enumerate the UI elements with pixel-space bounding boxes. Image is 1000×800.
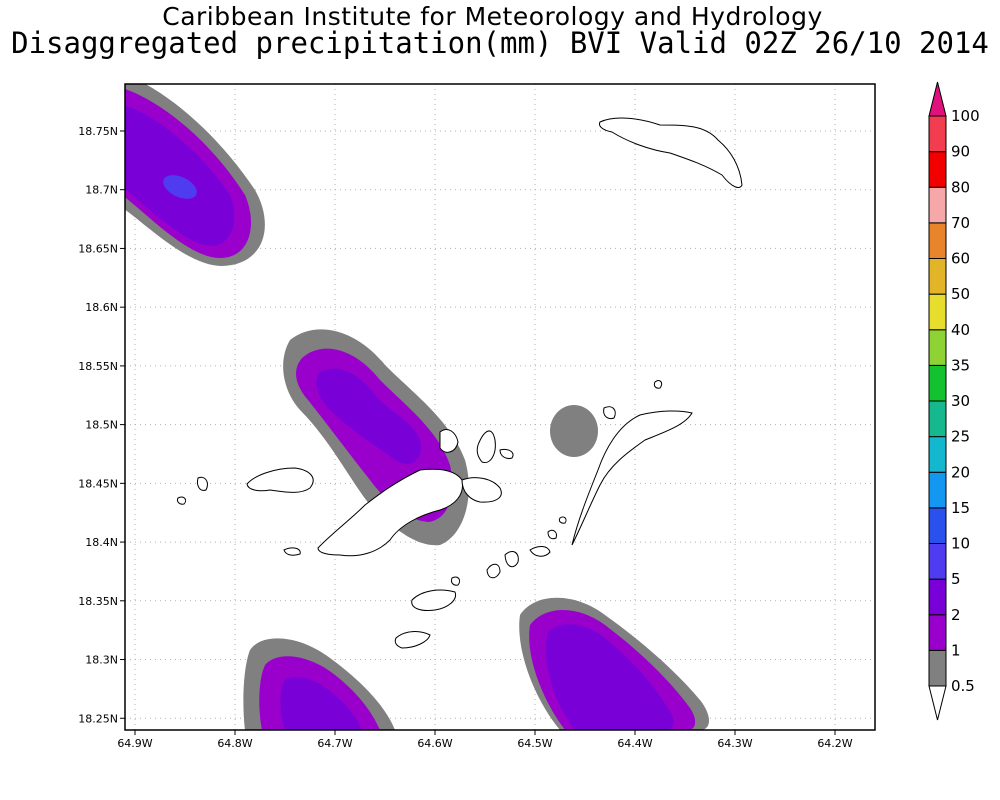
- x-tick-label: 64.4W: [617, 737, 652, 750]
- x-axis-ticks: 64.9W 64.8W 64.7W 64.6W 64.5W 64.4W 64.3W 64.2W: [117, 730, 853, 750]
- colorbar-level-label: 40: [951, 321, 970, 339]
- map-product-title: Disaggregated precipitation(mm) BVI Vali…: [11, 26, 989, 60]
- map-grid: [125, 84, 875, 730]
- colorbar-segment: [928, 329, 947, 366]
- map-frame: [124, 83, 876, 731]
- colorbar-segment: [928, 364, 947, 402]
- map-institution-title: Caribbean Institute for Meteorology and …: [162, 2, 823, 31]
- y-tick-label: 18.55N: [78, 360, 118, 373]
- y-tick-label: 18.25N: [78, 712, 118, 725]
- colorbar-high-triangle: [928, 81, 947, 117]
- colorbar-level-label: 1: [951, 641, 961, 659]
- colorbar-level-label: 0.5: [951, 677, 975, 695]
- y-axis-ticks: 18.75N 18.7N 18.65N 18.6N 18.55N 18.5N 18.45N 1…: [78, 125, 125, 725]
- peter-island: [411, 589, 457, 611]
- colorbar-segment: [928, 151, 947, 188]
- colorbar-level-label: 5: [951, 570, 961, 588]
- dead-chest-island: [451, 576, 461, 586]
- colorbar-level-label: 30: [951, 392, 970, 410]
- colorbar-segment: [928, 400, 947, 438]
- y-tick-label: 18.3N: [85, 654, 118, 667]
- jost-van-dyke-island: [246, 467, 314, 493]
- x-tick-label: 64.8W: [217, 737, 252, 750]
- rain-area-sw-moderate: [280, 676, 362, 730]
- tortola-island: [317, 468, 464, 557]
- y-tick-label: 18.4N: [85, 536, 118, 549]
- rain-area-central-moderate: [316, 368, 421, 464]
- colorbar-segment: [928, 186, 947, 224]
- salt-island: [504, 551, 519, 568]
- colorbar-level-label: 20: [951, 463, 970, 481]
- little-jost-van-dyke-island: [197, 476, 208, 491]
- cooper-island: [486, 563, 501, 579]
- colorbar-level-label: 10: [951, 535, 970, 553]
- colorbar-level-label: 15: [951, 499, 970, 517]
- rain-area-se-moderate: [545, 624, 674, 730]
- colorbar-segment: [928, 258, 947, 295]
- beef-island: [461, 477, 502, 503]
- colorbar-level-label: 60: [951, 250, 970, 268]
- colorbar-level-label: 25: [951, 428, 970, 446]
- x-tick-label: 64.3W: [717, 737, 752, 750]
- great-camanoe-island: [439, 429, 459, 453]
- norman-island: [394, 631, 431, 649]
- anegada-island: [599, 117, 743, 188]
- scrub-island: [499, 449, 514, 459]
- great-thatch-island: [283, 547, 301, 556]
- virgin-gorda-island: [571, 410, 693, 546]
- colorbar-level-label: 2: [951, 606, 961, 624]
- x-tick-label: 64.6W: [417, 737, 452, 750]
- colorbar-segment: [928, 471, 947, 509]
- ginger-island: [529, 546, 551, 557]
- x-tick-label: 64.5W: [517, 737, 552, 750]
- rain-area-nw-heavier: [163, 175, 197, 199]
- colorbar-segment: [928, 507, 947, 544]
- colorbar-level-label: 100: [951, 107, 980, 125]
- y-tick-label: 18.75N: [78, 125, 118, 138]
- colorbar-segment: [928, 293, 947, 331]
- necker-island: [653, 380, 663, 389]
- colorbar-level-label: 35: [951, 356, 970, 374]
- colorbar-segment: [928, 649, 947, 687]
- y-tick-label: 18.7N: [85, 184, 118, 197]
- x-tick-label: 64.2W: [817, 737, 852, 750]
- x-tick-label: 64.7W: [317, 737, 352, 750]
- sandy-cay: [177, 496, 187, 505]
- colorbar-level-label: 80: [951, 178, 970, 196]
- fallen-jerusalem-island: [547, 529, 557, 540]
- colorbar-segment: [928, 115, 947, 153]
- y-tick-label: 18.45N: [78, 477, 118, 490]
- x-tick-label: 64.9W: [117, 737, 152, 750]
- colorbar-low-triangle: [928, 685, 947, 721]
- rain-area-ne-min: [550, 405, 598, 457]
- colorbar-level-label: 50: [951, 285, 970, 303]
- colorbar-level-label: 90: [951, 143, 970, 161]
- round-rock-island: [558, 516, 567, 524]
- rain-area-nw-moderate: [125, 105, 235, 246]
- land-layer: [177, 117, 743, 649]
- guana-island: [476, 430, 496, 464]
- y-tick-label: 18.6N: [85, 301, 118, 314]
- y-tick-label: 18.5N: [85, 419, 118, 432]
- mosquito-island: [603, 406, 616, 419]
- y-tick-label: 18.35N: [78, 595, 118, 608]
- colorbar-segment: [928, 614, 947, 651]
- colorbar-segment: [928, 222, 947, 259]
- colorbar-segment: [928, 436, 947, 473]
- colorbar-segment: [928, 578, 947, 616]
- y-tick-label: 18.65N: [78, 242, 118, 255]
- colorbar-level-label: 70: [951, 214, 970, 232]
- colorbar-segment: [928, 543, 947, 580]
